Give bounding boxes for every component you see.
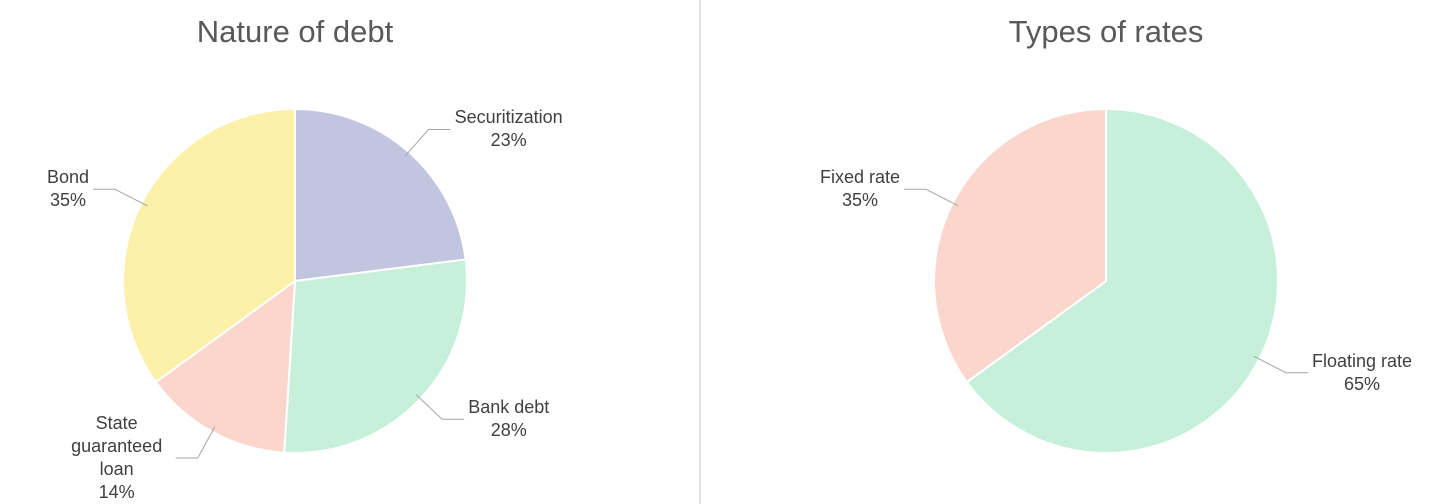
category-label: Fixed rate — [819, 167, 901, 188]
chart-title: Types of rates — [1008, 14, 1204, 49]
value-label: 35% — [841, 190, 878, 211]
slice-label: State guaranteed loan 14% — [62, 412, 172, 504]
leader-line — [93, 188, 148, 207]
slice-label: Bond 35% — [47, 166, 89, 212]
pie-slice — [283, 258, 468, 454]
category-label: Bank debt — [468, 397, 550, 418]
leader-line — [175, 426, 216, 459]
leader-line — [415, 394, 465, 420]
slice-label: Bank debt 28% — [468, 396, 549, 442]
slice-label: Fixed rate 35% — [820, 166, 900, 212]
value-label: 23% — [490, 130, 527, 151]
slice-label: Floating rate 65% — [1312, 350, 1412, 396]
category-label: Bond — [46, 167, 90, 188]
slice-label: Securitization 23% — [455, 106, 563, 152]
category-label: Securitization — [454, 107, 563, 128]
leader-line — [1253, 355, 1308, 374]
chart-title: Nature of debt — [196, 14, 394, 49]
leader-line — [904, 188, 959, 207]
value-label: 35% — [49, 190, 86, 211]
category-label: State guaranteed loan — [71, 413, 163, 479]
category-label: Floating rate — [1311, 350, 1413, 371]
value-label: 28% — [490, 420, 527, 441]
pie-slice — [294, 107, 467, 283]
value-label: 65% — [1343, 373, 1381, 394]
leader-line — [404, 128, 451, 157]
value-label: 14% — [98, 482, 135, 502]
